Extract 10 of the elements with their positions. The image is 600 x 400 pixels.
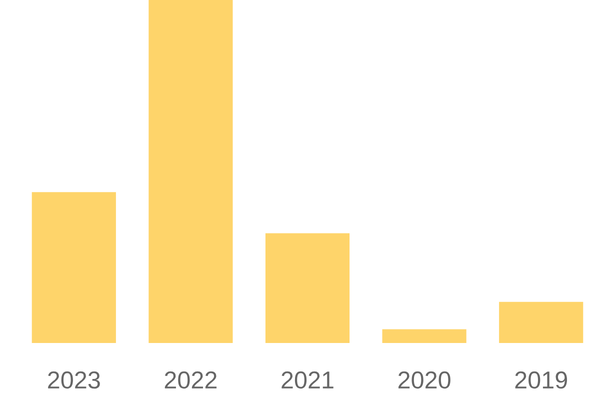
bar bbox=[265, 233, 350, 343]
x-tick-label: 2019 bbox=[515, 371, 567, 389]
bar bbox=[499, 302, 584, 343]
x-tick-label: 2022 bbox=[164, 371, 217, 389]
bar bbox=[382, 329, 466, 343]
bar bbox=[32, 192, 116, 343]
x-tick-label: 2021 bbox=[282, 371, 334, 389]
bar bbox=[148, 0, 233, 343]
x-tick-label: 2023 bbox=[48, 371, 100, 389]
x-tick-label: 2020 bbox=[398, 371, 450, 389]
